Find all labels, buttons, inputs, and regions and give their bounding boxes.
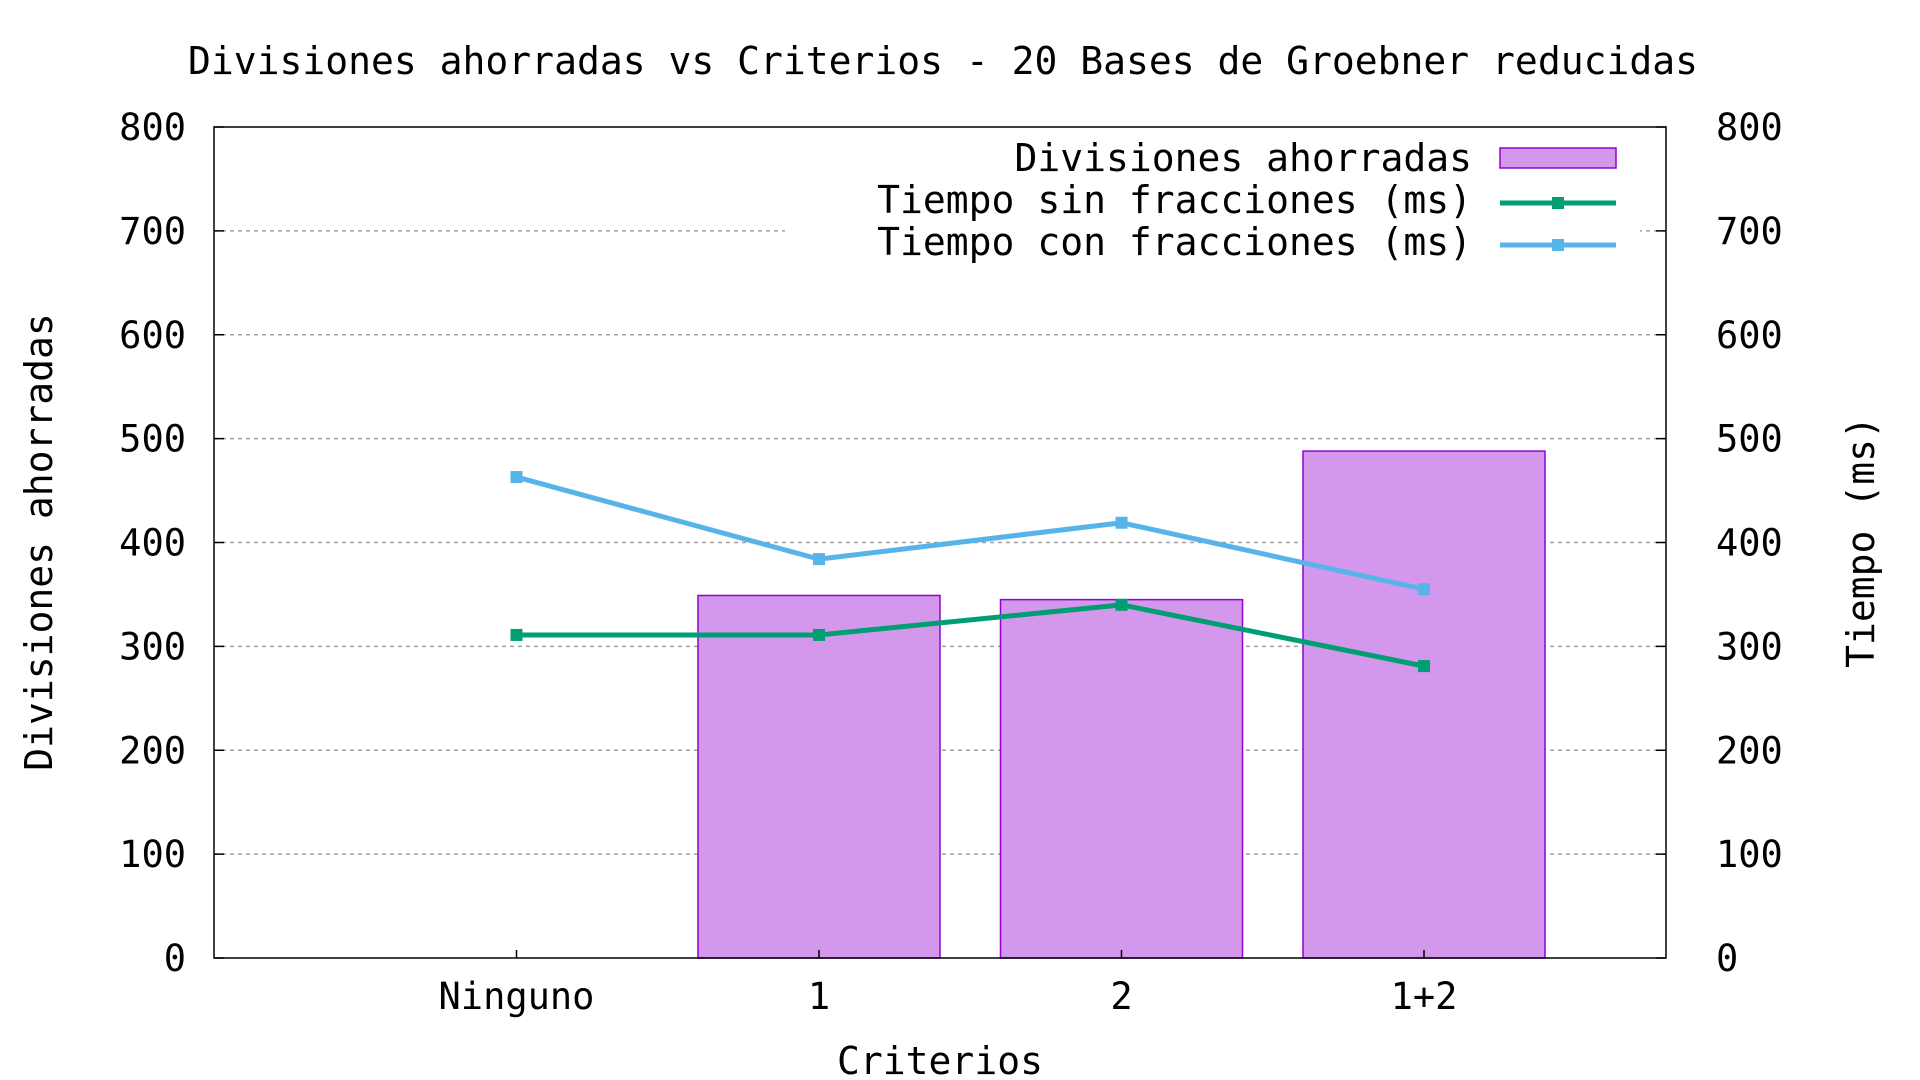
tick-layer: 0 100 200 300 400 500 600 700 800 0 100 200 300 400 50… <box>119 106 1783 1018</box>
y2-tick-label: 0 <box>1716 937 1738 980</box>
y2-tick-label: 700 <box>1716 210 1783 253</box>
y2-axis-label: Tiempo (ms) <box>1839 416 1883 668</box>
data-point <box>813 628 825 641</box>
y2-tick-label: 100 <box>1716 833 1783 876</box>
legend-label: Tiempo sin fracciones (ms) <box>877 178 1472 222</box>
y-tick-label: 200 <box>119 729 186 772</box>
legend-marker <box>1552 197 1564 209</box>
legend-swatch <box>1499 147 1617 169</box>
series-line <box>516 602 1425 669</box>
legend-background <box>785 132 1640 267</box>
y2-tick-label: 200 <box>1716 729 1783 772</box>
bar <box>1302 450 1546 959</box>
data-point <box>1418 583 1430 596</box>
line-layer <box>510 471 1430 673</box>
legend-label: Divisiones ahorradas <box>1014 136 1472 180</box>
chart-title: Divisiones ahorradas vs Criterios - 20 B… <box>188 39 1698 83</box>
data-point <box>510 471 523 484</box>
y-tick-label: 800 <box>119 106 186 149</box>
data-point <box>813 553 825 566</box>
y-axis-label: Divisiones ahorradas <box>17 313 61 771</box>
y2-tick-label: 800 <box>1716 106 1783 149</box>
series-line <box>515 474 1425 592</box>
legend-marker <box>1552 239 1564 251</box>
data-point <box>1115 516 1128 529</box>
data-point <box>510 628 523 641</box>
y-tick-label: 0 <box>164 937 186 980</box>
x-axis-label: Criterios <box>837 1039 1043 1080</box>
x-tick-label: 1 <box>808 975 830 1018</box>
y-tick-label: 400 <box>119 522 186 565</box>
x-tick-label: Ninguno <box>439 975 595 1018</box>
bar-layer <box>697 450 1546 959</box>
y-tick-label: 500 <box>119 418 186 461</box>
bar <box>697 594 941 959</box>
y-tick-label: 700 <box>119 210 186 253</box>
legend-label: Tiempo con fracciones (ms) <box>877 220 1472 264</box>
x-tick-label: 1+2 <box>1391 975 1458 1018</box>
data-point <box>1418 660 1430 673</box>
y2-tick-label: 400 <box>1716 522 1783 565</box>
data-point <box>1115 598 1128 611</box>
y-tick-label: 600 <box>119 314 186 357</box>
y-tick-label: 300 <box>119 625 186 668</box>
bar <box>999 598 1244 959</box>
x-tick-label: 2 <box>1110 975 1132 1018</box>
y2-tick-label: 300 <box>1716 625 1783 668</box>
y-tick-label: 100 <box>119 833 186 876</box>
y2-tick-label: 600 <box>1716 314 1783 357</box>
y2-tick-label: 500 <box>1716 418 1783 461</box>
